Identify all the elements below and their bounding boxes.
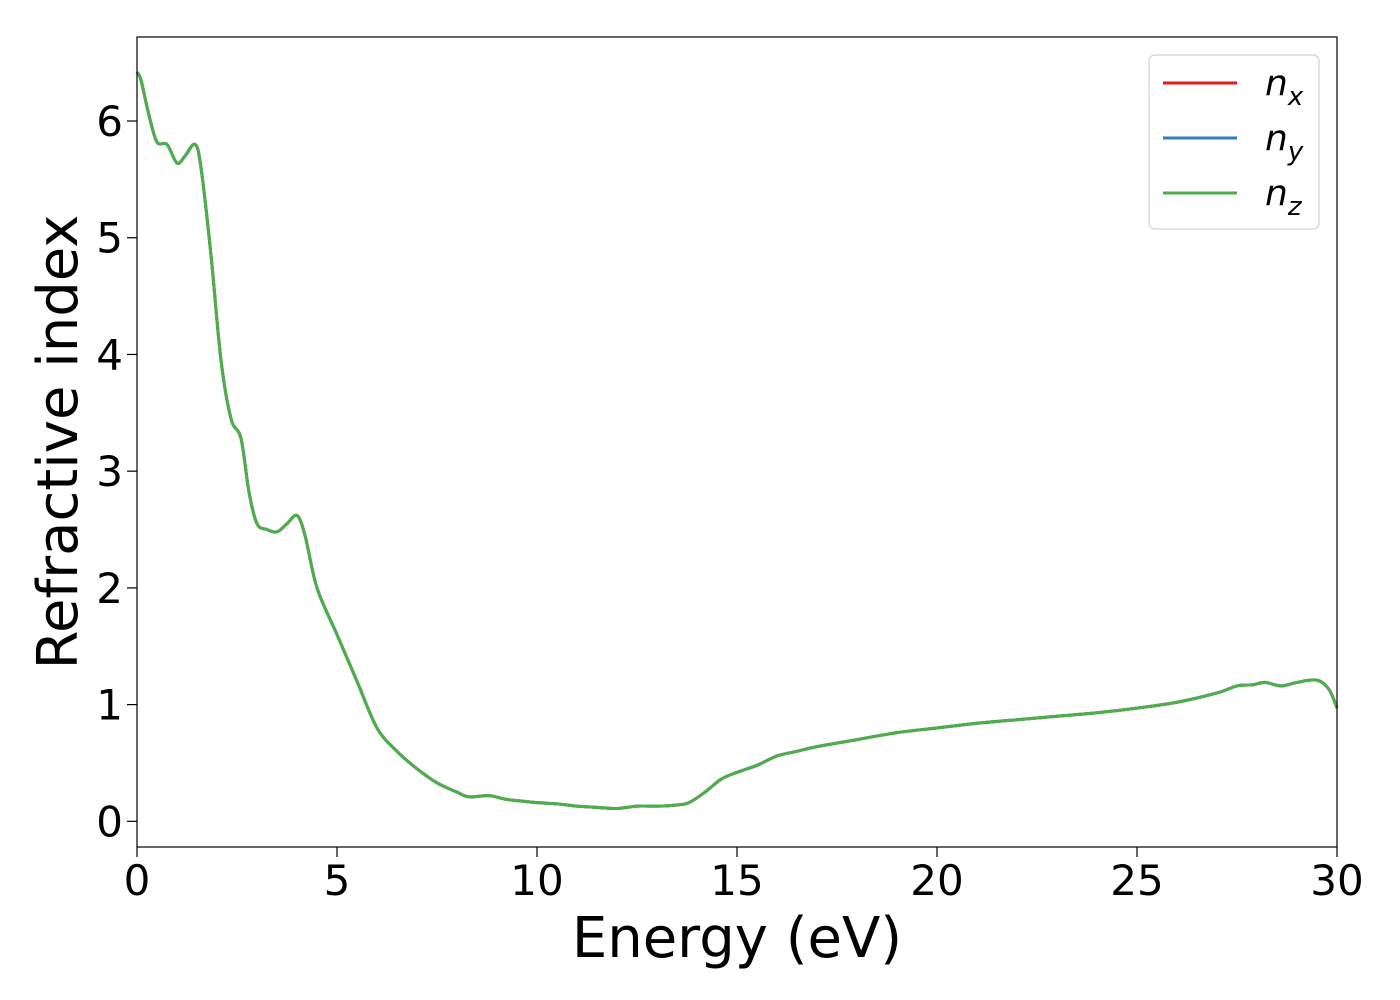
legend-entry-subscript: y [1287, 137, 1304, 167]
y-tick-label: 6 [96, 97, 123, 146]
x-tick-label: 5 [324, 856, 351, 905]
y-tick-label: 4 [96, 330, 123, 379]
legend-entry-subscript: z [1287, 192, 1303, 222]
x-axis-label: Energy (eV) [572, 906, 902, 971]
x-tick-label: 25 [1110, 856, 1163, 905]
x-tick-label: 0 [124, 856, 151, 905]
x-axis: 0 5 10 15 20 25 30 [124, 847, 1364, 905]
x-tick-label: 10 [510, 856, 563, 905]
x-tick-label: 30 [1310, 856, 1363, 905]
legend-entry-subscript: x [1287, 82, 1304, 112]
y-tick-label: 1 [96, 681, 123, 730]
y-axis: 0 1 2 3 4 5 6 [96, 97, 137, 846]
x-tick-label: 15 [710, 856, 763, 905]
y-tick-label: 3 [96, 447, 123, 496]
series-layer [135, 71, 1339, 811]
y-tick-label: 0 [96, 797, 123, 846]
x-tick-label: 20 [910, 856, 963, 905]
y-tick-label: 2 [96, 564, 123, 613]
legend-box [1148, 54, 1320, 230]
y-tick-label: 5 [96, 214, 123, 263]
series-line-nz [135, 71, 1339, 811]
y-axis-label: Refractive index [26, 215, 91, 670]
